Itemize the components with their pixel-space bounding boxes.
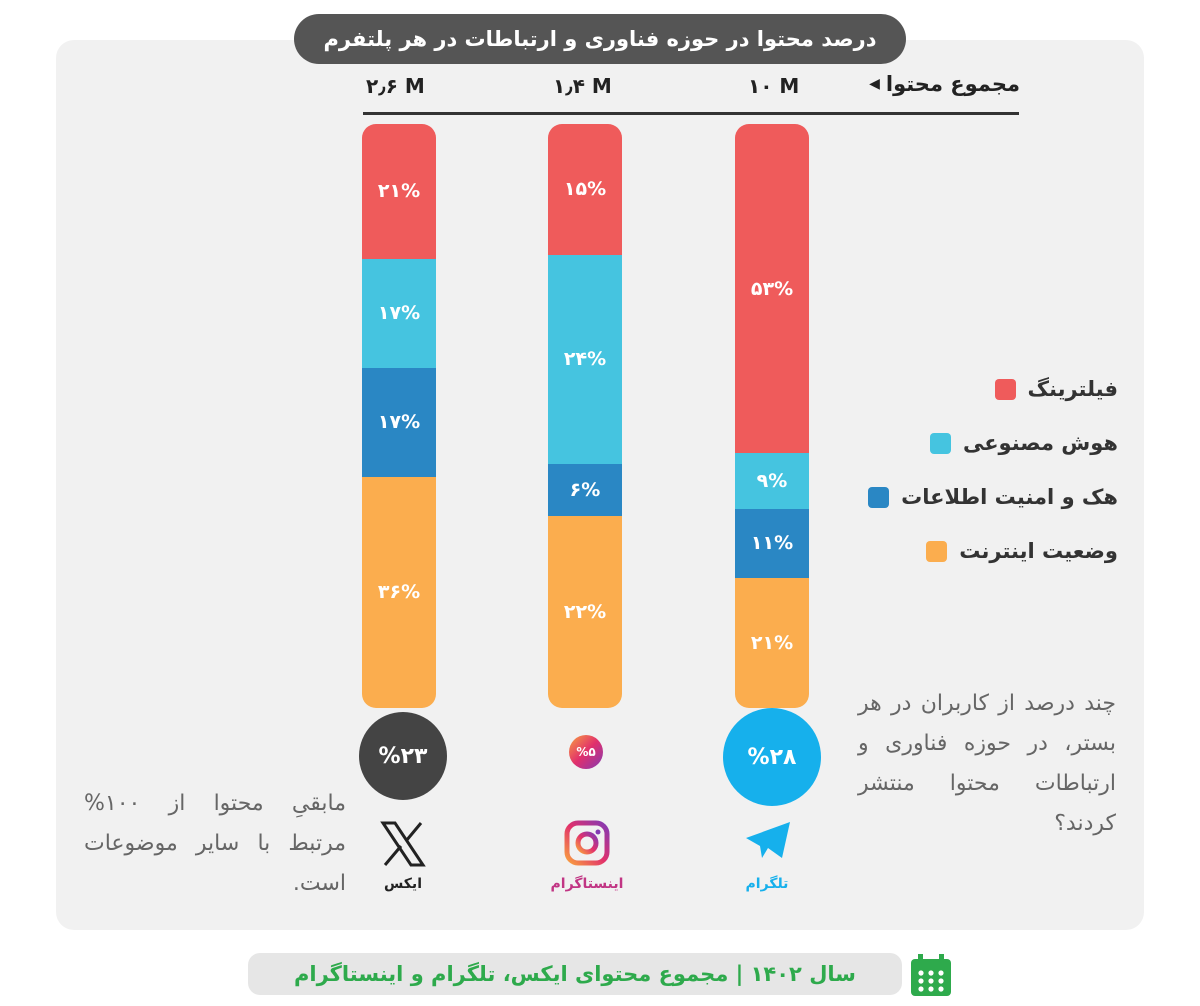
- legend-label: وضعیت اینترنت: [959, 539, 1118, 563]
- legend-item-internet: وضعیت اینترنت: [868, 524, 1118, 578]
- bar-segment-instagram-filtering: ۱۵%: [548, 124, 622, 255]
- x-logo-icon: [380, 821, 426, 867]
- legend-swatch: [994, 378, 1016, 400]
- totals-label-text: مجموع محتوا: [885, 72, 1020, 96]
- question-text: چند درصد از کاربران در هر بستر، در حوزه …: [858, 691, 1116, 836]
- legend-swatch: [926, 540, 948, 562]
- share-circle-telegram: %۲۸: [723, 708, 821, 806]
- chart-title: درصد محتوا در حوزه فناوری و ارتباطات در …: [294, 14, 906, 64]
- totals-label: مجموع محتوا ◀: [869, 72, 1020, 96]
- legend-item-ai: هوش مصنوعی: [868, 416, 1118, 470]
- calendar-icon: [911, 954, 951, 996]
- platform-label-x: ایکس: [384, 876, 422, 892]
- platform-label-telegram: تلگرام: [745, 876, 789, 892]
- total-x: ۲٫۶ M: [366, 74, 425, 98]
- bar-segment-telegram-filtering: ۵۳%: [735, 124, 809, 454]
- bar-instagram: ۱۵% ۲۴% ۶% ۲۲%: [548, 124, 622, 708]
- legend: فیلترینگ هوش مصنوعی هک و امنیت اطلاعات وضعی…: [868, 362, 1118, 578]
- share-circle-instagram: %۵: [569, 735, 603, 769]
- legend-item-filtering: فیلترینگ: [868, 362, 1118, 416]
- bar-segment-telegram-hack: ۱۱%: [735, 509, 809, 578]
- instagram-logo-icon: [564, 820, 610, 866]
- bar-segment-telegram-internet: ۲۱%: [735, 577, 809, 708]
- total-instagram: ۱٫۴ M: [553, 74, 612, 98]
- legend-item-hack: هک و امنیت اطلاعات: [868, 470, 1118, 524]
- legend-swatch: [868, 486, 890, 508]
- platform-label-instagram: اینستاگرام: [550, 876, 624, 892]
- bar-segment-instagram-hack: ۶%: [548, 463, 622, 517]
- legend-label: هوش مصنوعی: [962, 431, 1118, 455]
- bar-segment-x-hack: ۱۷%: [362, 367, 436, 477]
- triangle-left-icon: ◀: [869, 76, 880, 92]
- bar-x: ۲۱% ۱۷% ۱۷% ۳۶%: [362, 124, 436, 708]
- bar-segment-instagram-internet: ۲۲%: [548, 516, 622, 708]
- remainder-note: مابقیِ محتوا از ۱۰۰% مرتبط با سایر موضوع…: [84, 791, 346, 896]
- legend-swatch: [929, 432, 951, 454]
- share-circle-x: %۲۳: [359, 712, 447, 800]
- legend-label: هک و امنیت اطلاعات: [901, 485, 1118, 509]
- footer-caption: سال ۱۴۰۲ | مجموع محتوای ایکس، تلگرام و ا…: [248, 953, 902, 995]
- bar-segment-x-internet: ۳۶%: [362, 476, 436, 708]
- telegram-logo-icon: [746, 822, 790, 858]
- header-rule: [363, 112, 1019, 115]
- bar-segment-instagram-ai: ۲۴%: [548, 254, 622, 464]
- bar-segment-x-filtering: ۲۱%: [362, 124, 436, 259]
- total-telegram: ۱۰ M: [748, 74, 800, 98]
- bar-segment-telegram-ai: ۹%: [735, 453, 809, 510]
- legend-label: فیلترینگ: [1027, 377, 1119, 401]
- bar-segment-x-ai: ۱۷%: [362, 258, 436, 368]
- bar-telegram: ۵۳% ۹% ۱۱% ۲۱%: [735, 124, 809, 708]
